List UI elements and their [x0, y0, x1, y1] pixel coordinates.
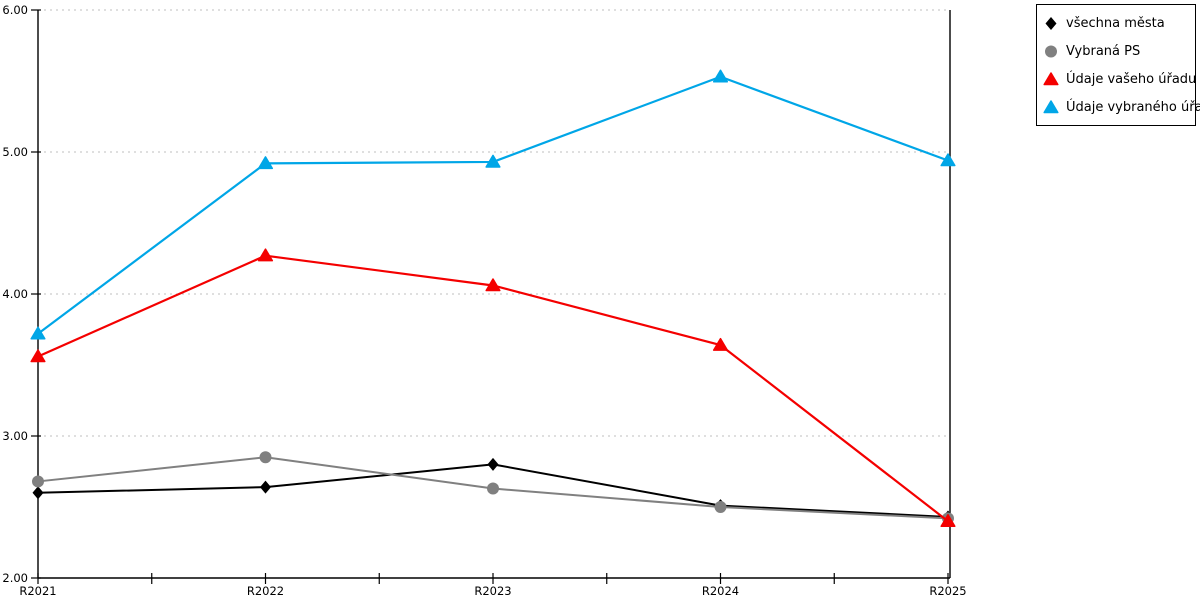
diamond-marker: [260, 480, 271, 494]
legend-label: všechna města: [1066, 15, 1165, 31]
circle-marker: [487, 482, 499, 495]
series-3: [30, 248, 956, 527]
triangle-marker: [257, 248, 274, 262]
legend-item: Vybraná PS: [1043, 43, 1189, 59]
circle-marker: [714, 501, 727, 513]
legend-label: Údaje vybraného úřadu: [1066, 99, 1200, 115]
x-tick-label: R2022: [247, 584, 284, 598]
triangle-marker: [712, 337, 729, 351]
y-tick-label: 4.00: [2, 287, 28, 301]
series-2: [32, 451, 954, 525]
diamond-marker: [1045, 17, 1057, 30]
x-tick-label: R2025: [929, 584, 966, 598]
circle-marker: [32, 475, 44, 488]
y-tick-label: 2.00: [2, 571, 28, 585]
legend-item: všechna města: [1043, 15, 1189, 31]
series-4: [30, 69, 956, 340]
diamond-marker: [32, 486, 44, 500]
x-tick-label: R2023: [474, 584, 511, 598]
triangle-marker: [940, 513, 956, 527]
triangle-marker: [940, 153, 956, 167]
triangle-marker: [712, 69, 729, 83]
series-line: [36, 254, 950, 523]
x-tick-label: R2021: [19, 584, 56, 598]
diamond-icon: [1045, 17, 1057, 30]
y-tick-label: 5.00: [2, 145, 28, 159]
y-tick-label: 6.00: [2, 3, 28, 17]
triangle-marker: [1043, 72, 1059, 86]
chart-legend: všechna města Vybraná PS Údaje vašeho úřad…: [1036, 4, 1200, 126]
triangle-marker: [1043, 100, 1059, 114]
circle-marker: [259, 451, 272, 464]
triangle-icon: [1043, 72, 1059, 86]
legend-item: Údaje vybraného úřadu: [1043, 99, 1200, 115]
triangle-marker: [30, 326, 46, 340]
legend-item: Údaje vašeho úřadu: [1043, 71, 1196, 87]
legend-label: Údaje vašeho úřadu: [1066, 71, 1197, 87]
x-tick-label: R2024: [702, 584, 739, 598]
legend-label: Vybraná PS: [1066, 43, 1141, 59]
circle-marker: [1045, 45, 1057, 58]
y-tick-label: 3.00: [2, 429, 28, 443]
triangle-marker: [257, 156, 274, 170]
diamond-marker: [487, 457, 499, 471]
triangle-icon: [1043, 100, 1059, 114]
circle-icon: [1045, 45, 1057, 58]
triangle-marker: [485, 154, 501, 168]
triangle-marker: [485, 278, 501, 292]
triangle-marker: [30, 349, 46, 363]
